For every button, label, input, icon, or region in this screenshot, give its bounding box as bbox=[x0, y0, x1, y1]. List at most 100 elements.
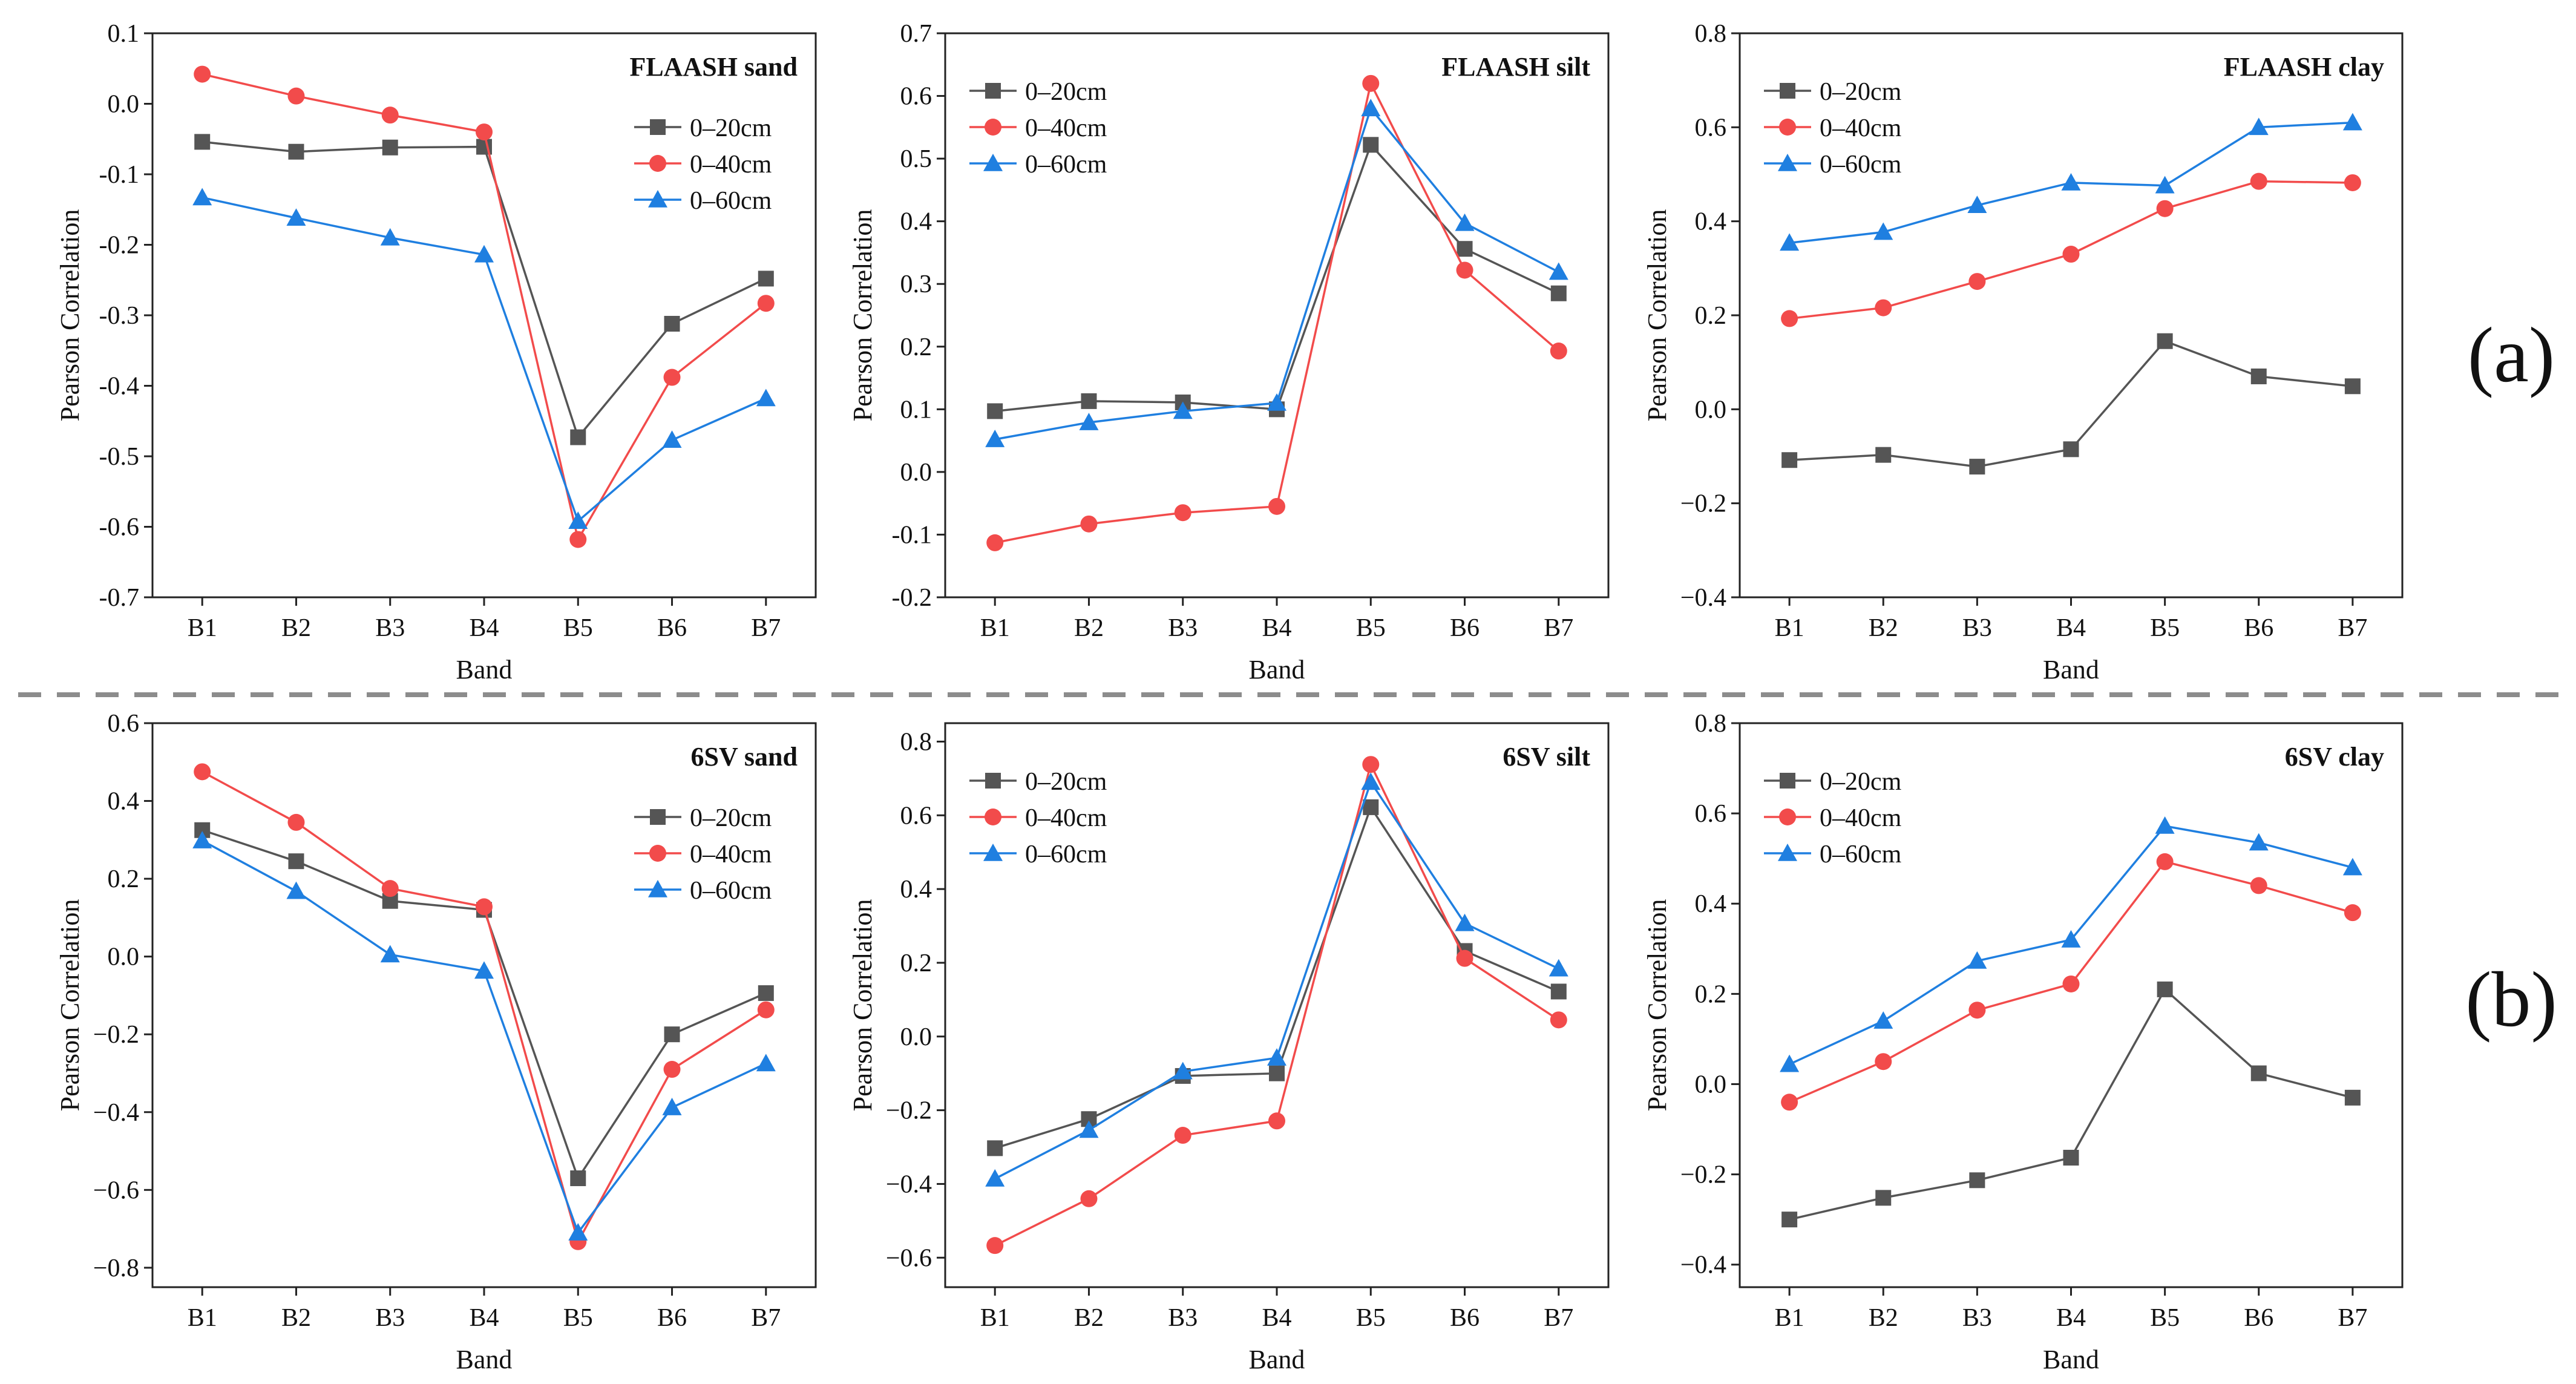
data-point bbox=[1269, 1065, 1285, 1081]
data-point bbox=[2250, 368, 2267, 384]
data-point bbox=[1079, 413, 1099, 430]
legend-marker bbox=[985, 119, 1001, 136]
data-point bbox=[1550, 1011, 1567, 1029]
data-point bbox=[382, 139, 398, 156]
data-point bbox=[192, 188, 212, 206]
y-tick-label: -0.6 bbox=[99, 514, 140, 542]
series-line-2 bbox=[202, 770, 767, 1245]
data-point bbox=[2250, 877, 2267, 894]
legend-label: 0–40cm bbox=[1025, 114, 1107, 142]
x-tick-label: B4 bbox=[2056, 614, 2086, 642]
legend-label: 0–20cm bbox=[1025, 768, 1107, 796]
legend-label: 0–60cm bbox=[1025, 841, 1107, 868]
data-point bbox=[662, 1098, 682, 1115]
chart-title: FLAASH sand bbox=[629, 52, 798, 82]
y-tick-label: -0.2 bbox=[892, 584, 932, 612]
x-tick-label: B6 bbox=[2244, 1304, 2273, 1332]
x-axis-title: Band bbox=[456, 655, 513, 684]
x-tick-label: B1 bbox=[188, 1304, 217, 1332]
data-point bbox=[2157, 981, 2173, 997]
y-axis-title: Pearson Correlation bbox=[1642, 899, 1672, 1112]
data-point bbox=[1361, 772, 1381, 790]
data-point bbox=[2342, 113, 2362, 131]
data-point bbox=[1781, 310, 1798, 327]
y-tick-label: 0.0 bbox=[900, 459, 932, 487]
legend-label: 0–40cm bbox=[1820, 114, 1902, 142]
x-tick-label: B5 bbox=[1356, 614, 1386, 642]
data-point bbox=[287, 813, 305, 831]
legend-marker bbox=[983, 844, 1003, 861]
y-tick-label: −0.6 bbox=[886, 1244, 932, 1272]
row-label-a: (a) bbox=[2468, 312, 2555, 399]
data-point bbox=[662, 430, 682, 448]
x-tick-label: B1 bbox=[980, 1304, 1010, 1332]
y-tick-label: 0.0 bbox=[1695, 1071, 1727, 1098]
x-tick-label: B5 bbox=[1356, 1304, 1386, 1332]
y-tick-label: 0.8 bbox=[900, 728, 932, 756]
x-tick-label: B2 bbox=[1074, 614, 1104, 642]
y-tick-label: 0.0 bbox=[1695, 396, 1727, 424]
x-tick-label: B2 bbox=[281, 1304, 311, 1332]
data-point bbox=[2063, 1150, 2079, 1166]
data-point bbox=[1875, 447, 1892, 463]
data-point bbox=[1363, 137, 1379, 153]
data-point bbox=[1969, 459, 1985, 475]
data-point bbox=[1781, 1212, 1798, 1228]
x-axis-title: Band bbox=[1249, 655, 1305, 684]
x-axis-title: Band bbox=[456, 1345, 513, 1374]
y-tick-label: 0.0 bbox=[108, 943, 140, 971]
series-line-1 bbox=[202, 829, 767, 1181]
x-tick-label: B4 bbox=[1262, 614, 1291, 642]
data-point bbox=[1267, 1048, 1286, 1066]
data-point bbox=[2155, 816, 2175, 834]
data-point bbox=[2156, 200, 2174, 217]
chart-panel-2: 0.7 0.6 0.5 0.4 0.3 0.2 0.1 0.0 -0.1 -0.2 B1 B2 B3 B4… bbox=[848, 20, 1610, 684]
series-line-2 bbox=[994, 761, 1559, 1247]
legend-label: 0–60cm bbox=[1025, 151, 1107, 179]
data-point bbox=[2155, 175, 2175, 194]
y-tick-label: −0.8 bbox=[93, 1254, 139, 1282]
data-point bbox=[1268, 497, 1285, 515]
data-point bbox=[2061, 930, 2081, 948]
data-point bbox=[286, 881, 306, 899]
data-point bbox=[1549, 959, 1568, 977]
legend-label: 0–20cm bbox=[690, 804, 772, 832]
data-point bbox=[1080, 515, 1098, 533]
x-tick-label: B3 bbox=[1168, 614, 1198, 642]
data-point bbox=[986, 534, 1004, 551]
y-tick-label: 0.1 bbox=[900, 396, 932, 424]
data-point bbox=[757, 295, 775, 312]
data-point bbox=[2156, 853, 2174, 870]
y-tick-label: 0.4 bbox=[108, 788, 140, 816]
x-tick-label: B7 bbox=[751, 1304, 781, 1332]
data-point bbox=[1550, 343, 1567, 360]
data-point bbox=[570, 1170, 586, 1187]
y-tick-label: -0.5 bbox=[99, 443, 140, 471]
data-point bbox=[1969, 1172, 1985, 1189]
chart-panel-4: 0.6 0.4 0.2 0.0 −0.2 −0.4 −0.6 −0.8 B1 B2 B3 B4 B5 B6… bbox=[55, 710, 817, 1374]
chart-title: 6SV clay bbox=[2285, 742, 2384, 772]
data-point bbox=[664, 1026, 680, 1043]
legend-marker bbox=[983, 154, 1003, 171]
y-tick-label: 0.6 bbox=[108, 710, 140, 738]
x-tick-label: B7 bbox=[751, 614, 781, 642]
x-tick-label: B7 bbox=[1544, 614, 1573, 642]
legend-label: 0–60cm bbox=[690, 187, 772, 215]
x-tick-label: B6 bbox=[2244, 614, 2273, 642]
x-tick-label: B5 bbox=[563, 614, 593, 642]
data-point bbox=[2157, 333, 2173, 349]
chart-title: 6SV silt bbox=[1503, 742, 1590, 772]
data-point bbox=[2250, 172, 2267, 190]
legend-marker bbox=[1778, 154, 1797, 171]
y-tick-label: −0.4 bbox=[1680, 1251, 1726, 1279]
data-point bbox=[757, 1001, 775, 1018]
y-tick-label: 0.4 bbox=[900, 876, 932, 904]
legend-marker bbox=[985, 773, 1001, 789]
y-tick-label: −0.6 bbox=[93, 1176, 139, 1204]
data-point bbox=[569, 531, 587, 548]
x-tick-label: B6 bbox=[1450, 1304, 1480, 1332]
legend-label: 0–40cm bbox=[690, 151, 772, 179]
legend-label: 0–40cm bbox=[690, 841, 772, 868]
data-point bbox=[1455, 213, 1475, 231]
